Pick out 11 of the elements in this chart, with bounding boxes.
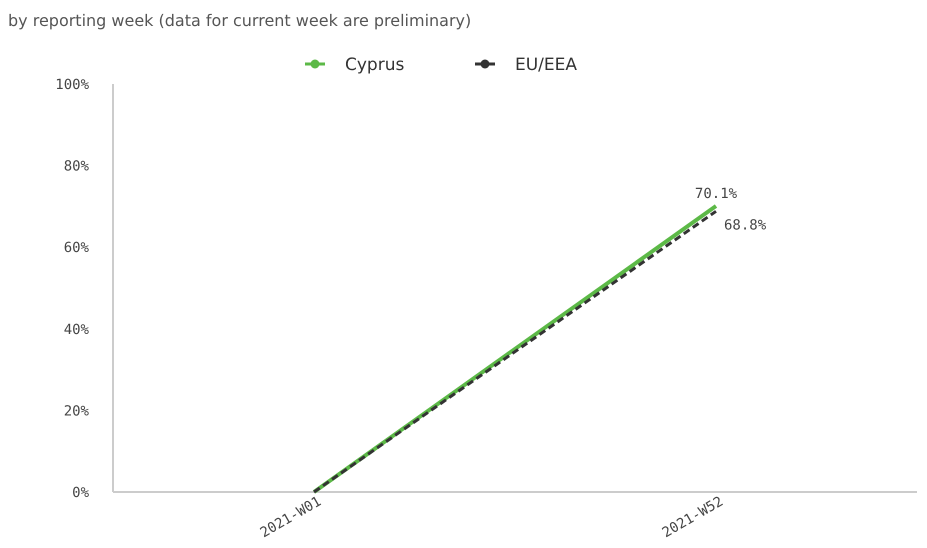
legend-label: EU/EEA: [515, 55, 578, 75]
data-label: 70.1%: [694, 186, 738, 202]
data-label: 68.8%: [724, 217, 767, 234]
y-tick-label: 20%: [64, 403, 90, 420]
y-tick-label: 60%: [64, 240, 90, 256]
y-tick-label: 0%: [72, 485, 90, 501]
y-tick-label: 40%: [64, 322, 90, 338]
y-tick-label: 80%: [64, 158, 90, 175]
y-tick-label: 100%: [55, 77, 90, 93]
legend-label: Cyprus: [345, 55, 404, 75]
chart-subtitle: by reporting week (data for current week are preliminary): [8, 11, 472, 30]
